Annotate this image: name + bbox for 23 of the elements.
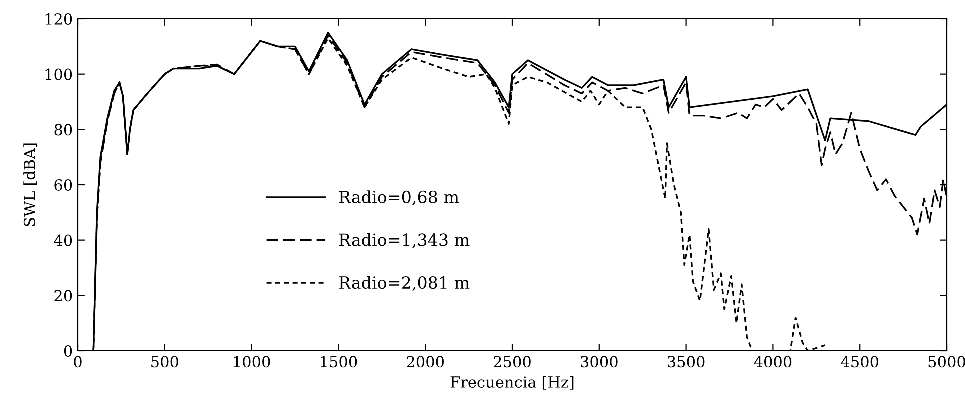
legend-label: Radio=1,343 m <box>339 233 470 248</box>
x-tick-label: 0 <box>74 356 82 368</box>
y-axis-title: SWL [dBA] <box>24 144 38 226</box>
y-tick-label: 80 <box>54 124 72 136</box>
x-axis-title: Frecuencia [Hz] <box>450 376 574 390</box>
legend-label: Radio=0,68 m <box>339 190 460 206</box>
x-tick-label: 500 <box>152 356 178 368</box>
x-tick-label: 4500 <box>841 356 879 368</box>
x-tick-label: 1500 <box>321 356 358 368</box>
x-tick-label: 5000 <box>928 356 965 368</box>
y-tick-label: 20 <box>54 290 72 302</box>
y-tick-label: 100 <box>46 68 72 80</box>
x-tick-label: 4000 <box>754 356 792 368</box>
x-tick-label: 2000 <box>407 356 444 368</box>
y-tick-label: 120 <box>46 13 72 26</box>
x-tick-label: 3500 <box>668 356 705 368</box>
legend-label: Radio=2,081 m <box>339 276 470 292</box>
y-tick-label: 60 <box>54 179 72 192</box>
x-tick-label: 3000 <box>581 356 618 368</box>
x-tick-label: 2500 <box>494 356 531 368</box>
x-tick-label: 1000 <box>234 356 270 368</box>
y-tick-label: 0 <box>64 345 72 358</box>
y-tick-label: 40 <box>54 234 72 246</box>
